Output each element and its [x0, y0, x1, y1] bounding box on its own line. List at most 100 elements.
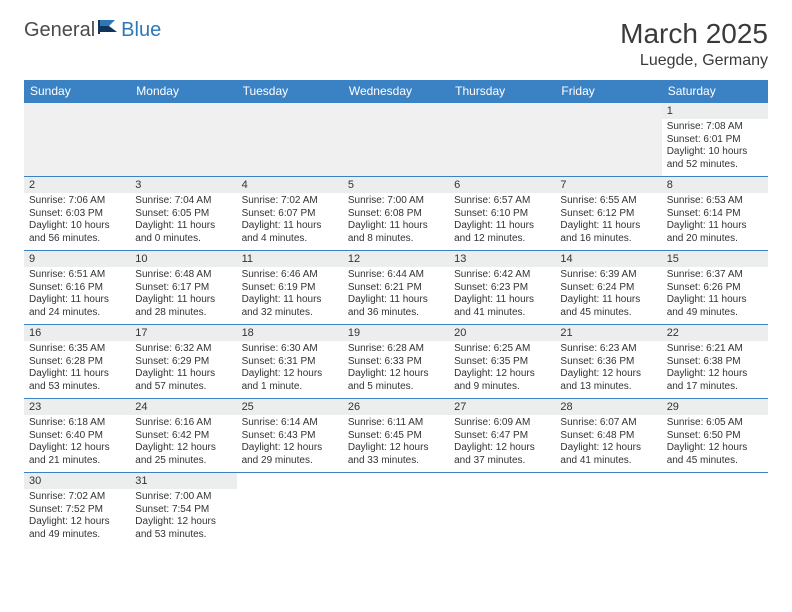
- day-number: 14: [555, 251, 661, 267]
- calendar-day: 21 Sunrise: 6:23 AMSunset: 6:36 PMDayligh…: [555, 325, 661, 399]
- sunset-line: Sunset: 6:45 PM: [348, 430, 444, 443]
- sunset-line: Sunset: 6:47 PM: [454, 430, 550, 443]
- sunset-line: Sunset: 6:31 PM: [242, 356, 338, 369]
- day-number: 13: [449, 251, 555, 267]
- daylight-line: Daylight: 12 hours and 17 minutes.: [667, 368, 763, 393]
- day-number: 19: [343, 325, 449, 341]
- calendar-day: 1Sunrise: 7:08 AMSunset: 6:01 PMDaylight…: [662, 103, 768, 177]
- daylight-line: Daylight: 11 hours and 49 minutes.: [667, 294, 763, 319]
- daylight-line: Daylight: 12 hours and 29 minutes.: [242, 442, 338, 467]
- day-number: 3: [130, 177, 236, 193]
- day-number: 15: [662, 251, 768, 267]
- daylight-line: Daylight: 11 hours and 16 minutes.: [560, 220, 656, 245]
- sunrise-line: Sunrise: 6:23 AM: [560, 343, 656, 356]
- calendar-empty: [555, 473, 661, 547]
- sunset-line: Sunset: 6:48 PM: [560, 430, 656, 443]
- sunrise-line: Sunrise: 6:11 AM: [348, 417, 444, 430]
- day-number: 5: [343, 177, 449, 193]
- sunset-line: Sunset: 6:50 PM: [667, 430, 763, 443]
- sunrise-line: Sunrise: 6:21 AM: [667, 343, 763, 356]
- day-number: 12: [343, 251, 449, 267]
- sunrise-line: Sunrise: 6:09 AM: [454, 417, 550, 430]
- daylight-line: Daylight: 12 hours and 49 minutes.: [29, 516, 125, 541]
- calendar-week: 16 Sunrise: 6:35 AMSunset: 6:28 PM Dayligh…: [24, 325, 768, 399]
- daylight-line: Daylight: 10 hours and 56 minutes.: [29, 220, 125, 245]
- sunrise-line: Sunrise: 6:44 AM: [348, 269, 444, 282]
- calendar-empty: [237, 103, 343, 177]
- calendar-head: SundayMondayTuesdayWednesdayThursdayFrid…: [24, 80, 768, 103]
- sunset-line: Sunset: 6:28 PM: [29, 356, 125, 369]
- calendar-day: 7Sunrise: 6:55 AMSunset: 6:12 PMDaylight…: [555, 177, 661, 251]
- sunrise-line: Sunrise: 6:35 AM: [29, 343, 125, 356]
- calendar-day: 30Sunrise: 7:02 AMSunset: 7:52 PMDayligh…: [24, 473, 130, 547]
- daylight-line: Daylight: 11 hours and 0 minutes.: [135, 220, 231, 245]
- header: General Blue March 2025 Luegde, Germany: [24, 18, 768, 70]
- sunrise-line: Sunrise: 7:00 AM: [135, 491, 231, 504]
- calendar-empty: [449, 103, 555, 177]
- day-number: 17: [130, 325, 236, 341]
- calendar-day: 17Sunrise: 6:32 AMSunset: 6:29 PMDayligh…: [130, 325, 236, 399]
- calendar-empty: [555, 103, 661, 177]
- sunset-line: Sunset: 6:43 PM: [242, 430, 338, 443]
- sunset-line: Sunset: 6:23 PM: [454, 282, 550, 295]
- brand-text-1: General: [24, 19, 95, 42]
- sunrise-line: Sunrise: 6:57 AM: [454, 195, 550, 208]
- sunrise-line: Sunrise: 6:14 AM: [242, 417, 338, 430]
- day-number: 6: [449, 177, 555, 193]
- sunrise-line: Sunrise: 6:07 AM: [560, 417, 656, 430]
- sunrise-line: Sunrise: 6:18 AM: [29, 417, 125, 430]
- day-number: 21: [555, 325, 661, 341]
- calendar-day: 16Sunrise: 6:35 AMSunset: 6:28 PMDayligh…: [24, 325, 130, 399]
- sunset-line: Sunset: 6:19 PM: [242, 282, 338, 295]
- daylight-line: Daylight: 12 hours and 9 minutes.: [454, 368, 550, 393]
- sunset-line: Sunset: 6:29 PM: [135, 356, 231, 369]
- daylight-line: Daylight: 11 hours and 57 minutes.: [135, 368, 231, 393]
- calendar-day: 19Sunrise: 6:28 AMSunset: 6:33 PMDayligh…: [343, 325, 449, 399]
- weekday-header: Sunday: [24, 80, 130, 103]
- sunset-line: Sunset: 6:07 PM: [242, 208, 338, 221]
- day-number: 8: [662, 177, 768, 193]
- sunset-line: Sunset: 6:14 PM: [667, 208, 763, 221]
- day-number: 16: [24, 325, 130, 341]
- calendar-week: 1Sunrise: 7:08 AMSunset: 6:01 PMDaylight…: [24, 103, 768, 177]
- daylight-line: Daylight: 12 hours and 13 minutes.: [560, 368, 656, 393]
- calendar-empty: [343, 473, 449, 547]
- calendar-day: 25Sunrise: 6:14 AMSunset: 6:43 PMDayligh…: [237, 399, 343, 473]
- sunset-line: Sunset: 6:36 PM: [560, 356, 656, 369]
- daylight-line: Daylight: 11 hours and 8 minutes.: [348, 220, 444, 245]
- sunset-line: Sunset: 6:35 PM: [454, 356, 550, 369]
- sunrise-line: Sunrise: 7:06 AM: [29, 195, 125, 208]
- daylight-line: Daylight: 11 hours and 24 minutes.: [29, 294, 125, 319]
- calendar-day: 13 Sunrise: 6:42 AMSunset: 6:23 PMDayligh…: [449, 251, 555, 325]
- sunset-line: Sunset: 6:40 PM: [29, 430, 125, 443]
- daylight-line: Daylight: 12 hours and 41 minutes.: [560, 442, 656, 467]
- sunset-line: Sunset: 6:08 PM: [348, 208, 444, 221]
- calendar-day: 23Sunrise: 6:18 AMSunset: 6:40 PMDayligh…: [24, 399, 130, 473]
- sunset-line: Sunset: 6:42 PM: [135, 430, 231, 443]
- daylight-line: Daylight: 11 hours and 41 minutes.: [454, 294, 550, 319]
- daylight-line: Daylight: 11 hours and 20 minutes.: [667, 220, 763, 245]
- sunset-line: Sunset: 6:26 PM: [667, 282, 763, 295]
- calendar-day: 28Sunrise: 6:07 AMSunset: 6:48 PMDayligh…: [555, 399, 661, 473]
- calendar-day: 22Sunrise: 6:21 AMSunset: 6:38 PMDayligh…: [662, 325, 768, 399]
- calendar-body: 1Sunrise: 7:08 AMSunset: 6:01 PMDaylight…: [24, 103, 768, 547]
- daylight-line: Daylight: 11 hours and 4 minutes.: [242, 220, 338, 245]
- sunset-line: Sunset: 6:17 PM: [135, 282, 231, 295]
- daylight-line: Daylight: 12 hours and 53 minutes.: [135, 516, 231, 541]
- sunrise-line: Sunrise: 6:30 AM: [242, 343, 338, 356]
- daylight-line: Daylight: 11 hours and 36 minutes.: [348, 294, 444, 319]
- calendar-day: 10Sunrise: 6:48 AMSunset: 6:17 PMDayligh…: [130, 251, 236, 325]
- daylight-line: Daylight: 11 hours and 32 minutes.: [242, 294, 338, 319]
- daylight-line: Daylight: 11 hours and 45 minutes.: [560, 294, 656, 319]
- brand-text-2: Blue: [121, 19, 161, 42]
- day-number: 7: [555, 177, 661, 193]
- calendar-week: 30Sunrise: 7:02 AMSunset: 7:52 PMDayligh…: [24, 473, 768, 547]
- day-number: 4: [237, 177, 343, 193]
- calendar-day: 31Sunrise: 7:00 AMSunset: 7:54 PMDayligh…: [130, 473, 236, 547]
- day-number: 29: [662, 399, 768, 415]
- calendar-day: 6Sunrise: 6:57 AMSunset: 6:10 PMDaylight…: [449, 177, 555, 251]
- sunrise-line: Sunrise: 7:00 AM: [348, 195, 444, 208]
- sunrise-line: Sunrise: 7:08 AM: [667, 121, 763, 134]
- weekday-header: Thursday: [449, 80, 555, 103]
- sunrise-line: Sunrise: 6:42 AM: [454, 269, 550, 282]
